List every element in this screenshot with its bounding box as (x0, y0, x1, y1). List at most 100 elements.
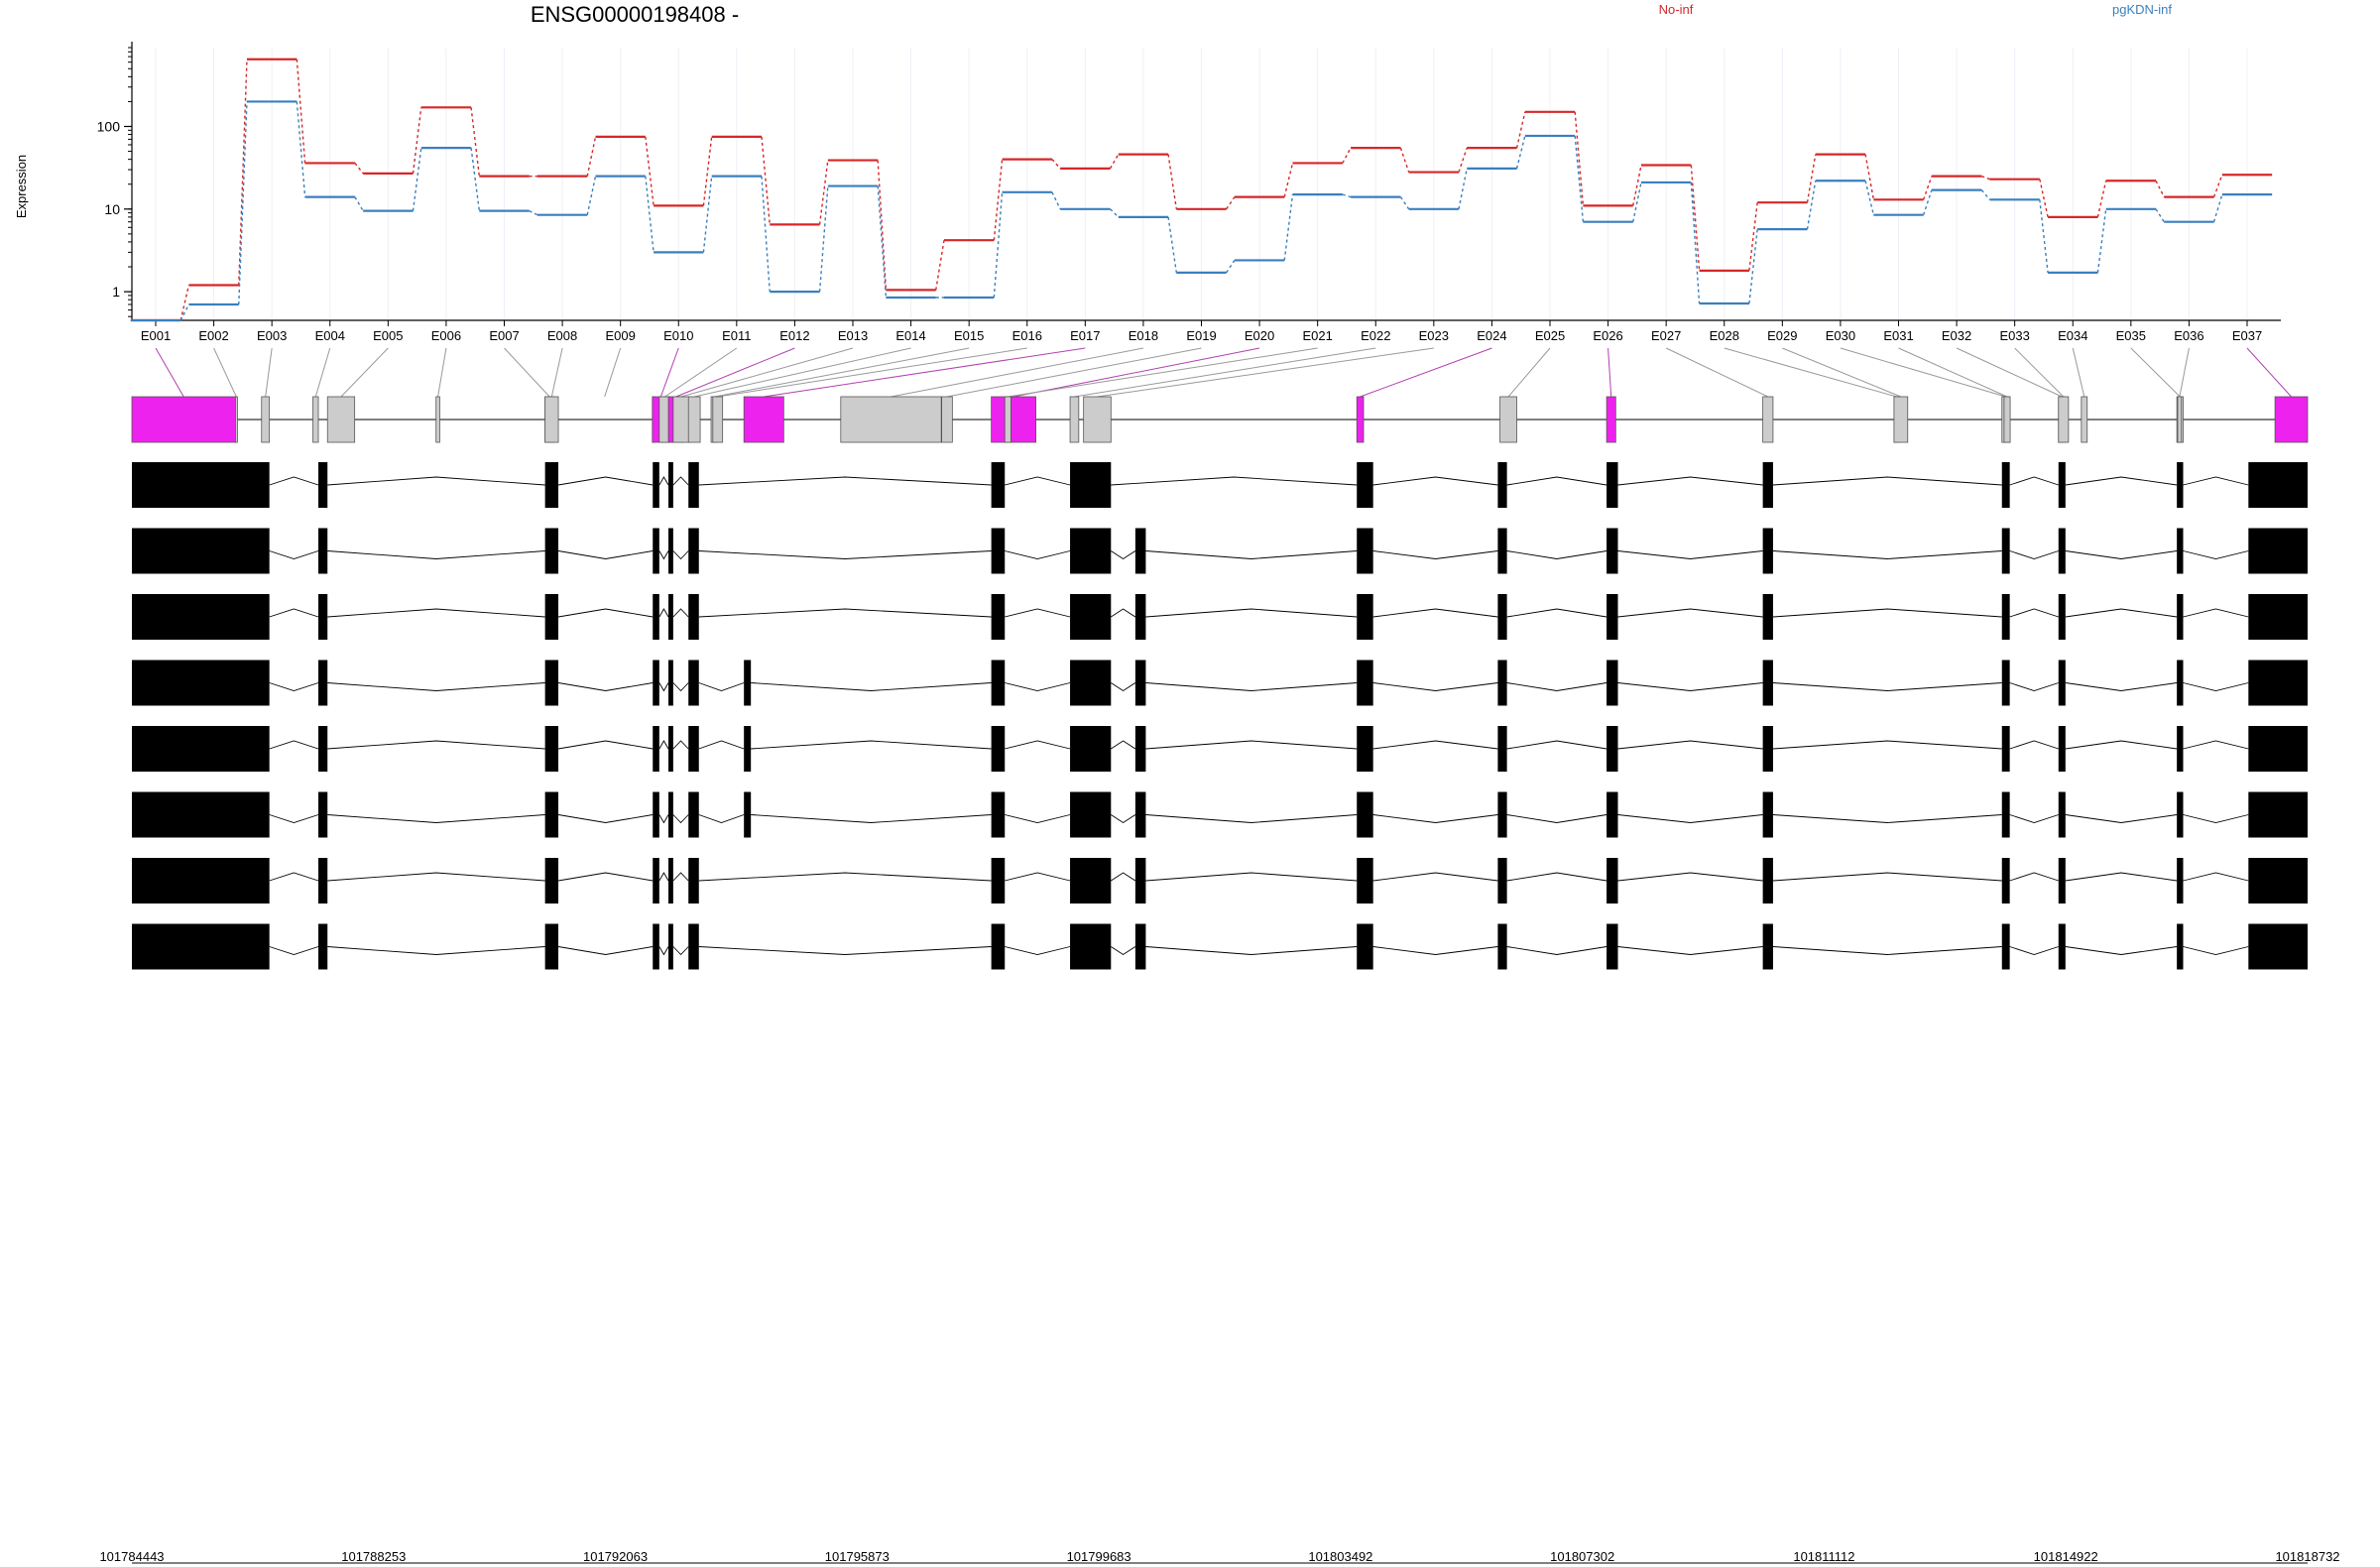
exon-map-line (1507, 347, 1551, 398)
transcript-intron (2065, 550, 2178, 559)
transcript-intron (1372, 476, 1498, 486)
series-connector (645, 176, 654, 253)
transcript-row (132, 923, 2308, 970)
exon-block-e018 (840, 396, 942, 443)
series-connector (529, 210, 538, 216)
transcript-intron (672, 682, 689, 692)
exon-map-line (437, 347, 447, 398)
transcript-intron (557, 872, 654, 882)
transcript-intron (269, 814, 319, 823)
series-connector (179, 285, 190, 321)
transcript-exon (1134, 528, 1146, 574)
series-connector (2039, 199, 2049, 273)
x-tick-label-e025: E025 (1535, 328, 1565, 343)
transcript-exon (1070, 660, 1112, 706)
transcript-exon (2177, 462, 2184, 508)
transcript-intron (1772, 608, 2002, 618)
exon-block-e001 (131, 396, 236, 443)
exon-map-line (1840, 347, 2006, 398)
transcript-exon (668, 594, 673, 640)
transcript-intron (2183, 872, 2249, 882)
transcript-exon (1762, 462, 1773, 508)
x-tick-label-e022: E022 (1361, 328, 1390, 343)
series-connector (1283, 194, 1294, 261)
transcript-exon (1497, 858, 1507, 904)
exon-block-e029 (1893, 396, 1909, 443)
chart-title: ENSG00000198408 - (531, 2, 739, 27)
transcript-exon (991, 462, 1006, 508)
transcript-intron (698, 682, 745, 691)
transcript-intron (658, 740, 669, 750)
series-connector (586, 176, 597, 215)
transcript-exon (1070, 791, 1112, 838)
exon-map-line (1607, 347, 1612, 398)
exon-map-line (604, 347, 622, 398)
transcript-exon (2001, 462, 2010, 508)
transcript-intron (1005, 550, 1071, 559)
series-connector (818, 185, 829, 293)
exon-map-line (2179, 347, 2190, 398)
transcript-exon (653, 791, 659, 838)
transcript-intron (327, 814, 545, 823)
exon-block-e023 (1083, 396, 1112, 443)
transcript-exon (132, 726, 270, 772)
transcript-exon (1357, 594, 1373, 640)
exon-map-line (213, 347, 237, 398)
transcript-intron (1111, 682, 1136, 692)
transcript-exon (132, 528, 270, 574)
series-pgkdn-inf (130, 100, 2273, 322)
transcript-exon (1606, 594, 1618, 640)
series-connector (1226, 196, 1236, 210)
series-connector (412, 107, 422, 174)
transcript-exon (2248, 726, 2308, 772)
transcript-exon (1762, 594, 1773, 640)
exon-map-line (314, 347, 331, 398)
transcript-intron (1617, 872, 1763, 882)
transcript-exon (318, 791, 328, 838)
x-tick-label-e036: E036 (2174, 328, 2203, 343)
transcript-exon (1134, 858, 1146, 904)
series-connector (179, 303, 190, 321)
transcript-intron (269, 872, 319, 882)
transcript-row (132, 660, 2308, 706)
transcript-exon (688, 660, 699, 706)
transcript-intron (2009, 476, 2059, 486)
exon-map-line (717, 347, 1027, 398)
transcript-exon (2177, 594, 2184, 640)
series-connector (1515, 111, 1526, 149)
transcript-exon (2177, 726, 2184, 772)
transcript-intron (1111, 550, 1136, 560)
series-connector (1981, 175, 1990, 181)
transcript-exon (653, 726, 659, 772)
series-connector (2039, 179, 2049, 218)
transcript-exon (2248, 858, 2308, 904)
transcript-exon (132, 791, 270, 838)
transcript-intron (557, 682, 654, 691)
series-connector (1690, 181, 1701, 304)
transcript-intron (1005, 872, 1071, 882)
transcript-row (132, 594, 2308, 640)
x-tick-label-e026: E026 (1593, 328, 1622, 343)
exon-map-line (1724, 347, 1897, 398)
series-connector (761, 176, 771, 293)
transcript-intron (1145, 550, 1358, 559)
exon-block-e026 (1606, 396, 1616, 443)
transcript-intron (1772, 740, 2002, 750)
transcript-intron (1372, 872, 1498, 882)
series-connector (1923, 176, 1933, 200)
transcript-exon (2248, 462, 2308, 508)
exon-block-e005 (326, 396, 356, 443)
series-connector (1110, 208, 1120, 218)
transcript-intron (672, 872, 689, 882)
transcript-intron (1372, 740, 1498, 750)
exon-block-e022 (1069, 396, 1080, 443)
series-connector (470, 107, 481, 177)
transcript-intron (2065, 814, 2178, 823)
transcript-exon (1357, 791, 1373, 838)
x-tick-label-e012: E012 (779, 328, 809, 343)
exon-block-e034 (2081, 396, 2088, 443)
exon-block-e017 (743, 396, 784, 443)
transcript-exon (2001, 660, 2010, 706)
transcript-intron (2065, 476, 2178, 486)
transcript-exon (1134, 923, 1146, 970)
